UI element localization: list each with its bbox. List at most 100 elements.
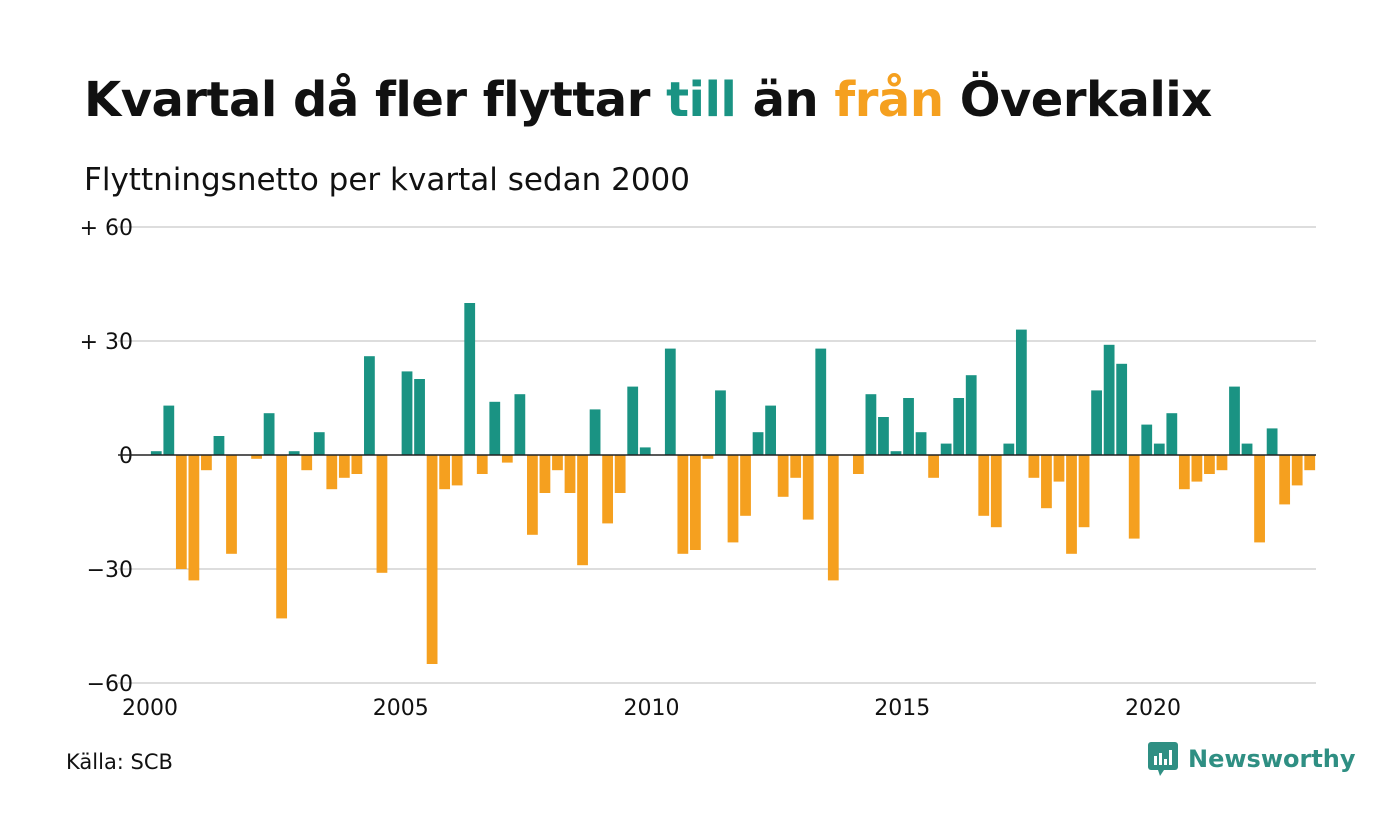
bar (150, 451, 162, 455)
title-highlight-till: till (666, 72, 737, 128)
bar (727, 455, 739, 543)
bar (664, 348, 676, 455)
bar (364, 356, 375, 455)
bar (1066, 455, 1077, 554)
bar (1279, 455, 1291, 505)
x-tick-label: 2015 (874, 696, 930, 721)
bar (564, 455, 576, 493)
bar (376, 455, 388, 573)
bar (878, 417, 889, 455)
bar (188, 455, 200, 581)
brand-logo[interactable]: Newsworthy (1148, 742, 1356, 776)
bar (1291, 455, 1303, 486)
y-axis-tick-labels: + 60 + 30 0 −30 −60 (80, 216, 133, 697)
bar (175, 455, 187, 569)
bar (827, 455, 839, 581)
bar (1041, 455, 1052, 509)
bar (852, 455, 864, 474)
bar (765, 405, 776, 455)
bar (226, 455, 237, 554)
bar (752, 432, 764, 455)
bar (740, 455, 751, 516)
bar (338, 455, 350, 478)
bar (1178, 455, 1190, 490)
newsworthy-logo-icon (1148, 742, 1178, 776)
bar (790, 455, 802, 478)
bar (539, 455, 551, 493)
bar (1103, 344, 1115, 455)
bar (514, 394, 526, 455)
bar (1304, 455, 1316, 471)
bar (326, 455, 338, 490)
bar (690, 455, 701, 550)
bar (677, 455, 689, 554)
y-tick-label: −30 (87, 558, 133, 583)
bar (414, 379, 425, 455)
bar (401, 371, 413, 455)
bar (940, 443, 952, 455)
bar (552, 455, 563, 471)
bar (213, 436, 225, 455)
bar (802, 455, 814, 520)
bar (451, 455, 463, 486)
bar (1015, 329, 1027, 455)
chart-title: Kvartal då fler flyttar till än från Öve… (84, 72, 1212, 128)
bar (990, 455, 1002, 528)
bar (702, 455, 714, 459)
bar (351, 455, 363, 474)
bar (263, 413, 275, 455)
bar (614, 455, 626, 493)
bar (965, 375, 977, 455)
bar (1229, 386, 1240, 455)
bar (602, 455, 614, 524)
bar (476, 455, 488, 474)
bar (251, 455, 262, 459)
bar (426, 455, 438, 664)
bar (715, 390, 726, 455)
y-tick-label: + 30 (80, 330, 133, 355)
source-note: Källa: SCB (66, 750, 173, 774)
bar (501, 455, 513, 463)
x-tick-label: 2000 (122, 696, 178, 721)
bar (815, 348, 827, 455)
bar (777, 455, 789, 497)
title-highlight-fran: från (834, 72, 944, 128)
y-tick-label: 0 (119, 444, 133, 469)
bar (589, 409, 601, 455)
y-tick-label: + 60 (80, 216, 133, 241)
title-part-1: Kvartal då fler flyttar (84, 72, 667, 128)
bar (1116, 363, 1128, 455)
bar (1003, 443, 1015, 455)
bar (1053, 455, 1065, 482)
bar (1191, 455, 1203, 482)
bars (150, 303, 1316, 664)
bar (915, 432, 927, 455)
bar (953, 398, 965, 455)
bar (639, 447, 651, 455)
y-tick-label: −60 (87, 672, 133, 697)
bar (1241, 443, 1253, 455)
bar (1078, 455, 1090, 528)
x-tick-label: 2010 (624, 696, 680, 721)
bar (1141, 424, 1153, 455)
bar (464, 303, 476, 455)
bar (1166, 413, 1178, 455)
x-tick-label: 2005 (373, 696, 429, 721)
bar (276, 455, 288, 619)
bar (1128, 455, 1140, 539)
bar (1204, 455, 1215, 474)
bar (163, 405, 175, 455)
chart-subtitle: Flyttningsnetto per kvartal sedan 2000 (84, 162, 690, 198)
bar (1216, 455, 1228, 471)
bar (489, 401, 501, 455)
bar (288, 451, 300, 455)
bar (1091, 390, 1102, 455)
bar (627, 386, 639, 455)
bar (890, 451, 902, 455)
title-part-3: Överkalix (943, 72, 1213, 128)
bar (928, 455, 939, 478)
bar (903, 398, 914, 455)
title-part-2: än (736, 72, 835, 128)
bar (978, 455, 990, 516)
